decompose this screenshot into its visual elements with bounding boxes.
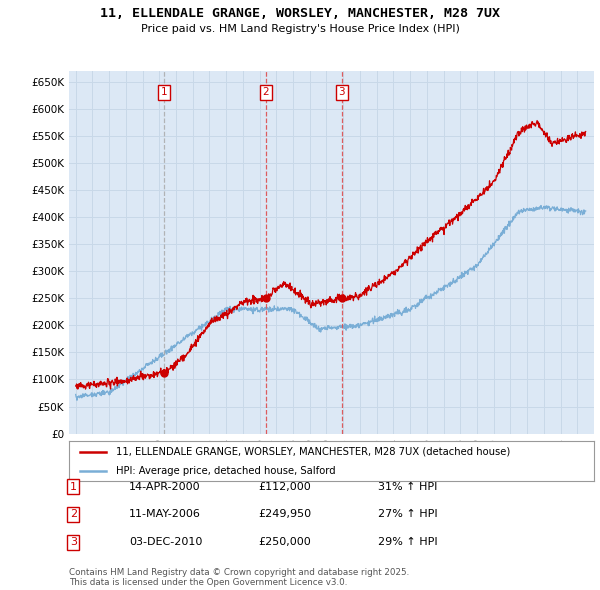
Text: Price paid vs. HM Land Registry's House Price Index (HPI): Price paid vs. HM Land Registry's House … bbox=[140, 24, 460, 34]
Text: 03-DEC-2010: 03-DEC-2010 bbox=[129, 537, 202, 547]
Text: 2: 2 bbox=[262, 87, 269, 97]
Text: 29% ↑ HPI: 29% ↑ HPI bbox=[378, 537, 437, 547]
Text: 27% ↑ HPI: 27% ↑ HPI bbox=[378, 510, 437, 519]
Text: £250,000: £250,000 bbox=[258, 537, 311, 547]
Text: 3: 3 bbox=[338, 87, 345, 97]
Text: HPI: Average price, detached house, Salford: HPI: Average price, detached house, Salf… bbox=[116, 466, 336, 476]
Text: 11, ELLENDALE GRANGE, WORSLEY, MANCHESTER, M28 7UX: 11, ELLENDALE GRANGE, WORSLEY, MANCHESTE… bbox=[100, 7, 500, 20]
Text: 3: 3 bbox=[70, 537, 77, 547]
Text: £249,950: £249,950 bbox=[258, 510, 311, 519]
Text: 11-MAY-2006: 11-MAY-2006 bbox=[129, 510, 201, 519]
Text: 1: 1 bbox=[70, 482, 77, 491]
Text: 11, ELLENDALE GRANGE, WORSLEY, MANCHESTER, M28 7UX (detached house): 11, ELLENDALE GRANGE, WORSLEY, MANCHESTE… bbox=[116, 447, 511, 457]
Text: 14-APR-2000: 14-APR-2000 bbox=[129, 482, 200, 491]
Text: 2: 2 bbox=[70, 510, 77, 519]
Text: 31% ↑ HPI: 31% ↑ HPI bbox=[378, 482, 437, 491]
Text: £112,000: £112,000 bbox=[258, 482, 311, 491]
Text: Contains HM Land Registry data © Crown copyright and database right 2025.
This d: Contains HM Land Registry data © Crown c… bbox=[69, 568, 409, 587]
Text: 1: 1 bbox=[161, 87, 167, 97]
